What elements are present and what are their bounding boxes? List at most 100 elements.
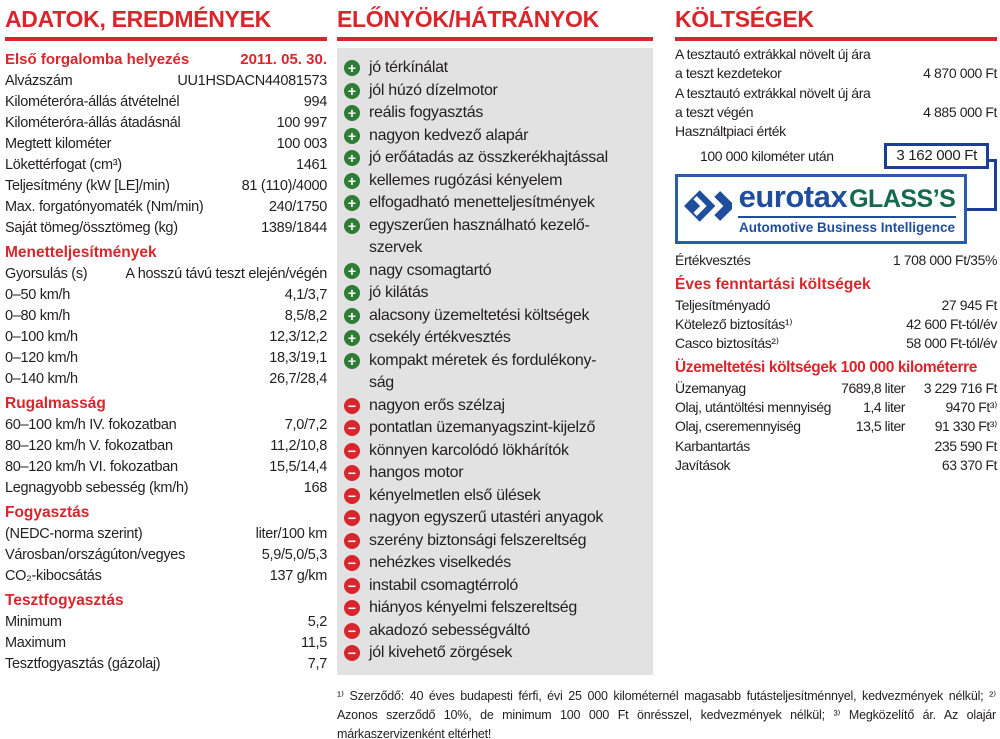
- plus-icon: +: [344, 172, 360, 189]
- spec-row: Alvázszám UU1HSDACN44081573: [5, 71, 327, 92]
- pro-label: nagy csomagtartó: [369, 261, 492, 279]
- cost-label: Teljesítményadó: [675, 296, 771, 313]
- operating-rows: Üzemanyag 7689,8 liter 3 229 716 Ft Olaj, u…: [675, 379, 997, 475]
- spec-value: 26,7/28,4: [269, 371, 327, 387]
- spec-row: Max. forgatónyomaték (Nm/min) 240/1750: [5, 197, 327, 218]
- spec-label: 0–80 km/h: [5, 308, 71, 324]
- data-results-title: ADATOK, EREDMÉNYEK: [5, 6, 271, 32]
- spec-value: 240/1750: [268, 199, 327, 215]
- depreciation-label: Értékvesztés: [675, 252, 751, 269]
- spec-row: 80–120 km/h V. fokozatban 11,2/10,8: [5, 436, 327, 457]
- title-rule-right: [675, 37, 997, 41]
- connector-bottom: [967, 208, 997, 211]
- cost-quantity: 7689,8 liter: [841, 379, 905, 396]
- pro-label: kompakt méretek és fordulékony- ság: [369, 351, 597, 392]
- spec-value: 5,2: [307, 614, 328, 630]
- con-label: nehézkes viselkedés: [369, 554, 511, 571]
- spec-label: 80–120 km/h VI. fokozatban: [5, 459, 178, 475]
- cost-price: 91 330 Ft³⁾: [934, 418, 998, 435]
- cost-price: 9470 Ft³⁾: [945, 398, 997, 415]
- pro-item: + nagyon kedvező alapár: [344, 125, 647, 148]
- minus-icon: −: [344, 645, 360, 661]
- plus-icon: +: [344, 352, 360, 369]
- minus-icon: −: [344, 487, 360, 504]
- spec-row: Tesztfogyasztás (gázolaj) 7,7: [5, 654, 327, 675]
- spec-value: 5,9/5,0/5,3: [261, 547, 328, 563]
- cost-label: Olaj, utántöltési mennyiség: [675, 398, 831, 415]
- minus-icon: −: [344, 397, 360, 414]
- pro-item: + alacsony üzemeltetési költségek: [344, 305, 647, 328]
- logo-wordmark: eurotax GLASS’S: [736, 179, 958, 215]
- pro-item: + reális fogyasztás: [344, 102, 647, 125]
- cost-label: Kötelező biztosítás¹⁾: [675, 316, 793, 333]
- section-header: Rugalmasság: [5, 395, 106, 412]
- first-registration-row: Első forgalomba helyezés 2011. 05. 30.: [5, 49, 327, 71]
- con-item: − nagyon egyszerű utastéri anyagok: [344, 507, 647, 530]
- spec-value: 8,5/8,2: [284, 308, 328, 324]
- logo-eurotax-text: eurotax: [738, 179, 848, 215]
- logo-divider: [738, 216, 956, 219]
- con-item: − pontatlan üzemanyagszint-kijelző: [344, 417, 647, 440]
- spec-label: Legnagyobb sebesség (km/h): [5, 480, 189, 496]
- pro-item: + jó erőátadás az összkerékhajtással: [344, 147, 647, 170]
- spec-label: CO₂-kibocsátás: [5, 568, 102, 584]
- spec-row: Kilométeróra-állás átadásnál 100 997: [5, 113, 327, 134]
- spec-label: 80–120 km/h V. fokozatban: [5, 438, 173, 454]
- minus-icon: −: [344, 600, 360, 616]
- cost-value: 58 000 Ft-tól/év: [906, 335, 997, 352]
- plus-icon: +: [344, 105, 360, 121]
- con-item: − akadozó sebességváltó: [344, 620, 647, 643]
- plus-icon: +: [344, 285, 360, 301]
- cost-price: 3 229 716 Ft: [923, 379, 998, 396]
- spec-value: 100 997: [276, 115, 328, 131]
- spec-value: liter/100 km: [255, 526, 328, 542]
- spec-row: 0–120 km/h 18,3/19,1: [5, 348, 327, 369]
- cost-label: Casco biztosítás²⁾: [675, 335, 779, 352]
- pro-label: jó erőátadás az összkerékhajtással: [369, 149, 608, 166]
- new-price-end-line2: a teszt végén 4 885 000 Ft: [675, 103, 997, 122]
- eurotax-glass-logo: eurotax GLASS’S Automotive Business Inte…: [675, 174, 967, 245]
- pros-cons-panel: ELŐNYÖK/HÁTRÁNYOK + jó térkínálat + jól húz…: [337, 6, 653, 675]
- spec-label: Max. forgatónyomaték (Nm/min): [5, 199, 204, 215]
- minus-icon: −: [344, 510, 360, 526]
- spec-label: Városban/országúton/vegyes: [5, 547, 186, 563]
- spec-label: 0–50 km/h: [5, 287, 71, 303]
- cost-pair-row: Casco biztosítás²⁾ 58 000 Ft-tól/év: [675, 334, 997, 353]
- cost-row: Karbantartás 235 590 Ft: [675, 437, 997, 456]
- plus-icon: +: [344, 217, 360, 234]
- pro-item: + kompakt méretek és fordulékony- ság: [344, 350, 647, 395]
- annual-costs-header: Éves fenntartási költségek: [675, 275, 871, 293]
- cost-quantity: 1,4 liter: [863, 398, 905, 415]
- con-label: nagyon egyszerű utastéri anyagok: [369, 509, 604, 526]
- section-header: Tesztfogyasztás: [5, 592, 124, 609]
- spec-label: Alvázszám: [5, 73, 73, 89]
- spec-value: 100 003: [276, 136, 328, 152]
- specs-body: Alvázszám UU1HSDACN44081573 Kilométeróra-á…: [5, 71, 327, 675]
- spec-row: 80–120 km/h VI. fokozatban 15,5/14,4: [5, 457, 327, 478]
- eurotax-diamond-icon: [684, 188, 736, 229]
- spec-value: 4,1/3,7: [284, 287, 328, 303]
- pro-item: + egyszerűen használható kezelő- szervek: [344, 215, 647, 260]
- spec-row: 0–80 km/h 8,5/8,2: [5, 306, 327, 327]
- new-price-end-line1: A tesztautó extrákkal növelt új ára: [675, 84, 871, 101]
- con-label: nagyon erős szélzaj: [369, 396, 505, 414]
- spec-value: 994: [303, 94, 328, 110]
- spec-label: 0–120 km/h: [5, 350, 78, 366]
- con-item: − nehézkes viselkedés: [344, 552, 647, 575]
- cost-value: 27 945 Ft: [941, 296, 997, 313]
- plus-icon: +: [344, 262, 360, 279]
- minus-icon: −: [344, 577, 360, 594]
- spec-row: 0–50 km/h 4,1/3,7: [5, 285, 327, 306]
- spec-value: 1461: [295, 157, 327, 173]
- minus-icon: −: [344, 442, 360, 459]
- used-value-line1: Használtpiaci érték: [675, 123, 786, 140]
- cost-quantity: 13,5 liter: [855, 418, 906, 435]
- minus-icon: −: [344, 622, 360, 639]
- used-value-row: 100 000 kilométer után 3 162 000 Ft: [675, 143, 989, 170]
- pro-item: + csekély értékvesztés: [344, 327, 647, 350]
- con-label: pontatlan üzemanyagszint-kijelző: [369, 419, 596, 436]
- pro-label: elfogadható menetteljesítmények: [369, 194, 595, 211]
- cost-row: Olaj, cseremennyiség 13,5 liter 91 330 Ft³…: [675, 417, 997, 436]
- con-label: könnyen karcolódó lökhárítók: [369, 441, 569, 459]
